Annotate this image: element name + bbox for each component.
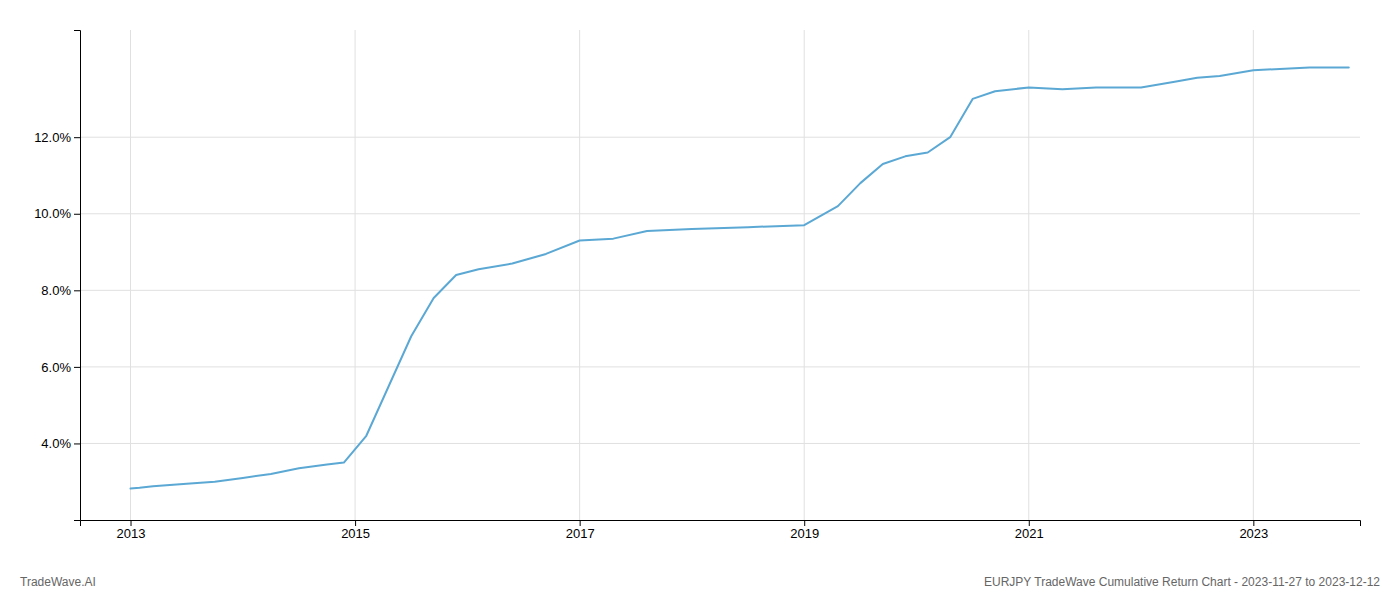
tick-mark	[1253, 520, 1254, 526]
tick: 2013	[117, 520, 146, 541]
tick-mark	[74, 367, 80, 368]
tick: 8.0%	[41, 283, 80, 298]
tick-label: 6.0%	[41, 360, 71, 375]
tick-label: 12.0%	[34, 130, 71, 145]
tick-label: 8.0%	[41, 283, 71, 298]
tick-label: 2017	[566, 526, 595, 541]
tick: 10.0%	[34, 206, 80, 221]
tick: 12.0%	[34, 130, 80, 145]
tick: 2019	[790, 520, 819, 541]
axis-line	[74, 31, 81, 521]
grid-line	[80, 290, 1360, 291]
plot-area: 2013 2015 2017 2019 2021 2023 4.0% 6.0% 8.0% 10.0…	[34, 30, 1360, 541]
tick-label: 10.0%	[34, 206, 71, 221]
grid-line	[579, 30, 580, 520]
tick-label: 2021	[1015, 526, 1044, 541]
tick: 2017	[566, 520, 595, 541]
series	[131, 68, 1349, 489]
tick: 6.0%	[41, 360, 80, 375]
tick-label: 2019	[790, 526, 819, 541]
grid-line	[130, 30, 131, 520]
tick-mark	[355, 520, 356, 526]
grid-line	[804, 30, 805, 520]
tick-mark	[1029, 520, 1030, 526]
tick-mark	[74, 137, 80, 138]
footer-left: TradeWave.AI	[20, 575, 96, 589]
y-axis: 4.0% 6.0% 8.0% 10.0% 12.0%	[34, 31, 80, 521]
tick-mark	[74, 443, 80, 444]
tick-label: 2013	[117, 526, 146, 541]
tick-mark	[804, 520, 805, 526]
footer-right: EURJPY TradeWave Cumulative Return Chart…	[984, 575, 1380, 589]
tick-mark	[580, 520, 581, 526]
grid	[80, 30, 1360, 520]
tick: 2015	[341, 520, 370, 541]
grid-line	[1028, 30, 1029, 520]
tick: 2023	[1239, 520, 1268, 541]
tick: 4.0%	[41, 436, 80, 451]
tick-label: 4.0%	[41, 436, 71, 451]
tick-mark	[74, 290, 80, 291]
line	[131, 68, 1349, 489]
tick-label: 2015	[341, 526, 370, 541]
grid-line	[80, 443, 1360, 444]
tick: 2021	[1015, 520, 1044, 541]
grid-line	[355, 30, 356, 520]
x-axis: 2013 2015 2017 2019 2021 2023	[81, 520, 1361, 541]
axis-line	[81, 521, 1361, 527]
grid-line	[80, 213, 1360, 214]
tick-mark	[131, 520, 132, 526]
grid-line	[80, 137, 1360, 138]
chart: 2013 2015 2017 2019 2021 2023 4.0% 6.0% 8.0% 10.0…	[0, 0, 1400, 600]
tick-mark	[74, 214, 80, 215]
grid-line	[1253, 30, 1254, 520]
grid-line	[80, 366, 1360, 367]
tick-label: 2023	[1239, 526, 1268, 541]
